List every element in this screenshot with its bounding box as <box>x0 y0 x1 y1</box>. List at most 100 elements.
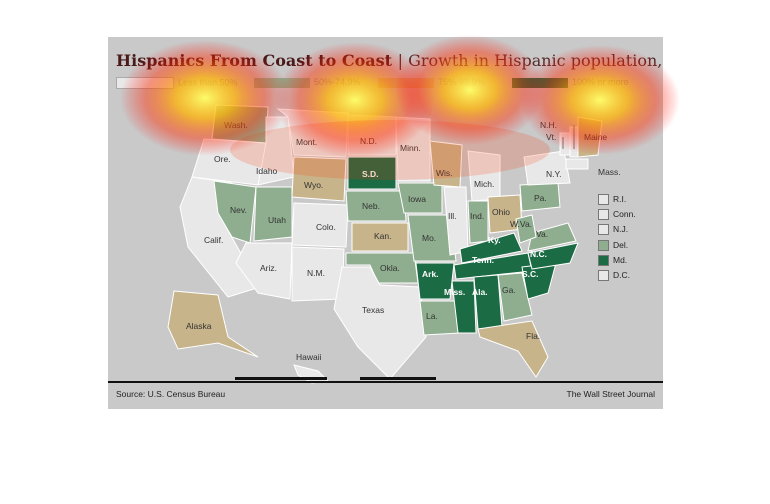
label-neb: Neb. <box>362 201 380 211</box>
state-texas <box>333 266 427 380</box>
label-nc: N.C. <box>530 249 547 259</box>
subtitle-text: Growth in Hispanic population, 2000-10 <box>408 51 663 70</box>
legend-swatch-0 <box>116 77 174 89</box>
small-state-swatch-ri <box>598 194 609 205</box>
label-iowa: Iowa <box>408 194 426 204</box>
label-ny: N.Y. <box>546 169 561 179</box>
label-ariz: Ariz. <box>260 263 277 273</box>
label-sc: S.C. <box>522 269 539 279</box>
legend-item-1: 50%-74.9% <box>254 77 361 89</box>
state-nc <box>527 242 579 270</box>
legend-item-0: Less than 50% <box>116 77 238 89</box>
label-alaska: Alaska <box>186 321 212 331</box>
label-wva: W.Va. <box>510 219 532 229</box>
label-fla: Fla. <box>526 331 540 341</box>
state-iowa <box>397 182 443 214</box>
label-wash: Wash. <box>224 120 248 130</box>
legend-label-1: 50%-74.9% <box>314 77 361 87</box>
label-mass: Mass. <box>598 167 621 177</box>
label-mo: Mo. <box>422 233 436 243</box>
label-nm: N.M. <box>307 268 325 278</box>
label-ind: Ind. <box>470 211 484 221</box>
state-nev <box>213 180 257 244</box>
state-wva <box>515 214 537 244</box>
state-ala <box>473 274 503 330</box>
label-ark: Ark. <box>422 269 439 279</box>
label-ohio: Ohio <box>492 207 510 217</box>
small-state-md: Md. <box>613 255 628 265</box>
state-colo <box>291 202 349 248</box>
label-mont: Mont. <box>296 137 317 147</box>
legend-swatch-2 <box>378 77 434 88</box>
state-va <box>527 222 577 252</box>
legend-swatch-1 <box>254 77 310 88</box>
label-wyo: Wyo. <box>304 180 323 190</box>
state-kan <box>351 222 409 252</box>
small-state-nj: N.J. <box>613 224 629 234</box>
legend-label-0: Less than 50% <box>178 77 238 88</box>
label-texas: Texas <box>362 305 384 315</box>
label-utah: Utah <box>268 215 286 225</box>
label-ky: Ky. <box>488 235 501 245</box>
label-mich: Mich. <box>474 179 494 189</box>
state-neb <box>345 190 407 222</box>
state-mich <box>467 150 501 202</box>
label-vt: Vt. <box>546 132 556 142</box>
legend-item-3: 100% or more <box>512 77 629 89</box>
us-map: Wash. Ore. Calif. Nev. Idaho Mont. Wyo. … <box>167 104 621 384</box>
map-card: Wash. Ore. Calif. Nev. Idaho Mont. Wyo. … <box>108 37 663 409</box>
state-vt <box>559 132 571 156</box>
label-maine: Maine <box>584 132 607 142</box>
state-ny <box>523 150 571 186</box>
label-hawaii: Hawaii <box>296 352 322 362</box>
title-text: Hispanics From Coast to Coast <box>116 51 393 70</box>
label-nev: Nev. <box>230 205 247 215</box>
legend-item-2: 75%-99.9% <box>378 77 485 89</box>
small-state-swatch-del <box>598 240 609 251</box>
label-colo: Colo. <box>316 222 336 232</box>
legend-label-3: 100% or more <box>572 77 629 87</box>
label-sd: S.D. <box>362 169 379 179</box>
small-state-ri: R.I. <box>613 194 627 204</box>
state-ky <box>459 232 523 264</box>
label-tenn: Tenn. <box>472 255 494 265</box>
small-state-del: Del. <box>613 240 629 250</box>
map-title: Hispanics From Coast to Coast | Growth i… <box>116 51 663 70</box>
publisher-credit: The Wall Street Journal <box>566 389 656 399</box>
label-minn: Minn. <box>400 143 421 153</box>
state-ariz <box>235 242 293 300</box>
label-idaho: Idaho <box>256 166 278 176</box>
label-ala: Ala. <box>472 287 488 297</box>
small-state-swatch-md <box>598 255 609 266</box>
legend-label-2: 75%-99.9% <box>438 77 485 87</box>
state-ind <box>467 200 489 244</box>
label-va: Va. <box>536 229 548 239</box>
label-calif: Calif. <box>204 235 223 245</box>
label-ill: Ill. <box>448 211 457 221</box>
state-wis <box>429 140 463 188</box>
state-mo <box>407 214 457 262</box>
source-note: Source: U.S. Census Bureau <box>116 389 226 399</box>
small-state-conn: Conn. <box>613 209 636 219</box>
label-ore: Ore. <box>214 154 231 164</box>
label-okla: Okla. <box>380 263 400 273</box>
small-state-swatch-nj <box>598 224 609 235</box>
state-utah <box>253 186 293 242</box>
label-ga: Ga. <box>502 285 516 295</box>
state-mass <box>565 158 589 170</box>
label-wis: Wis. <box>436 168 453 178</box>
state-hawaii <box>293 364 330 384</box>
label-nd: N.D. <box>360 136 377 146</box>
label-pa: Pa. <box>534 193 547 203</box>
small-state-dc: D.C. <box>613 270 630 280</box>
small-state-swatch-conn <box>598 209 609 220</box>
small-state-swatch-dc <box>598 270 609 281</box>
label-kan: Kan. <box>374 231 392 241</box>
state-miss <box>451 280 477 334</box>
label-miss: Miss. <box>444 287 465 297</box>
state-wyo <box>291 156 347 202</box>
label-la: La. <box>426 311 438 321</box>
state-ark <box>415 262 455 300</box>
label-nh: N.H. <box>540 120 557 130</box>
legend-swatch-3 <box>512 77 568 88</box>
